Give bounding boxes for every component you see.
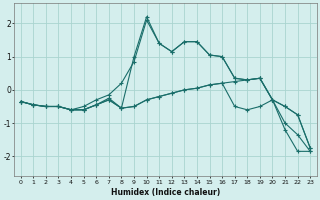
X-axis label: Humidex (Indice chaleur): Humidex (Indice chaleur) — [111, 188, 220, 197]
